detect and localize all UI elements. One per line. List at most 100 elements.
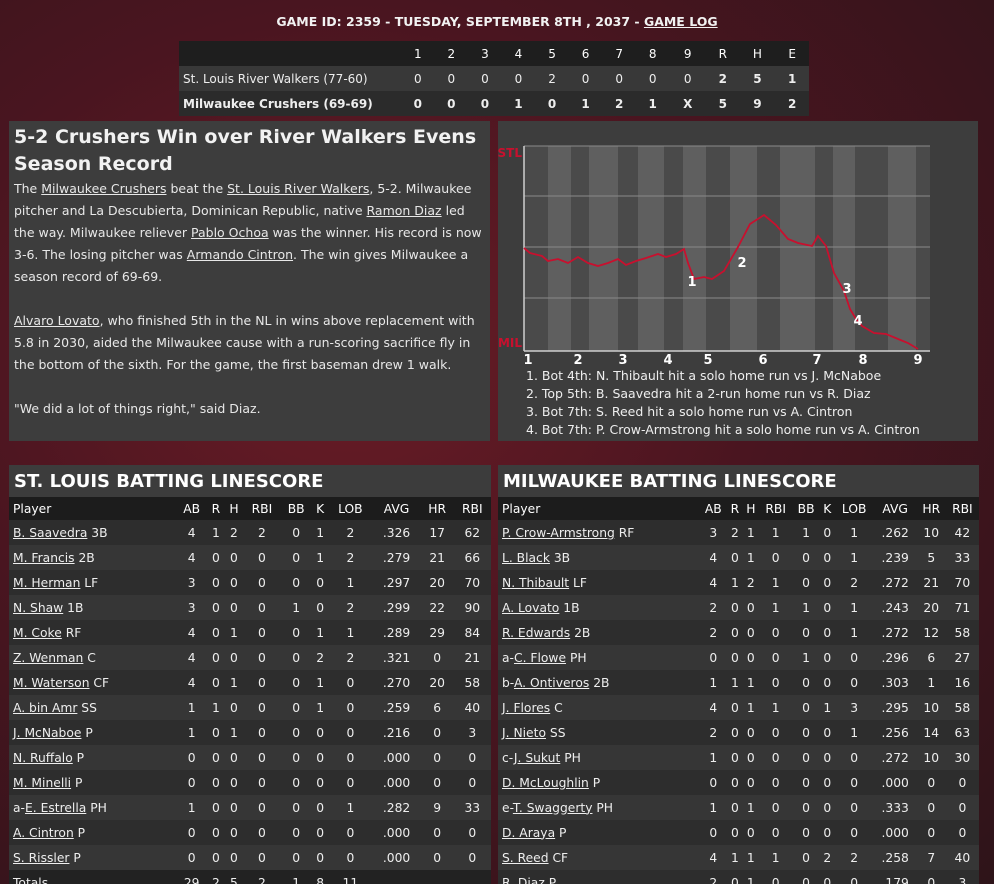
stat-cell: 0	[699, 770, 728, 795]
stat-cell: 2	[328, 520, 373, 545]
story-link[interactable]: Milwaukee Crushers	[41, 181, 167, 196]
player-name-link[interactable]: A. Ontiveros	[513, 675, 590, 690]
stat-cell: 0	[243, 770, 281, 795]
stat-cell: 90	[453, 595, 491, 620]
player-name-link[interactable]: M. Herman	[13, 575, 81, 590]
player-name-link[interactable]: D. McLoughlin	[502, 775, 589, 790]
player-name-link[interactable]: N. Shaw	[13, 600, 64, 615]
story-link[interactable]: Ramon Diaz	[366, 203, 442, 218]
player-name-link[interactable]: M. Francis	[13, 550, 75, 565]
stat-cell: 0	[311, 795, 329, 820]
stat-cell: 0	[819, 820, 835, 845]
player-name-link[interactable]: B. Saavedra	[13, 525, 88, 540]
player-position: 2B	[570, 625, 591, 640]
stat-cell: 0	[759, 820, 793, 845]
stat-cell: .000	[372, 770, 421, 795]
player-name-link[interactable]: D. Araya	[502, 825, 556, 840]
stat-cell: .243	[873, 595, 917, 620]
stat-cell: 0	[819, 645, 835, 670]
stat-cell: 0	[792, 820, 820, 845]
stat-cell: 0	[699, 645, 728, 670]
story-link[interactable]: Armando Cintron	[186, 247, 294, 262]
stat-cell: 1	[699, 795, 728, 820]
player-position: P	[72, 750, 85, 765]
stat-cell: 0	[819, 595, 835, 620]
player-cell: N. Thibault LF	[498, 570, 700, 595]
stat-cell: 0	[207, 720, 225, 745]
player-name-link[interactable]: J. Sukut	[513, 750, 561, 765]
stat-cell: 0	[916, 795, 946, 820]
sub-prefix: a-	[13, 800, 25, 815]
stat-cell: .295	[873, 695, 917, 720]
stat-cell: 0	[945, 770, 979, 795]
stat-cell: 0	[207, 595, 225, 620]
stat-cell: 0	[727, 720, 743, 745]
stat-cell: 0	[420, 845, 454, 870]
stat-cell: 0	[792, 570, 820, 595]
player-name-link[interactable]: L. Black	[502, 550, 550, 565]
story-link[interactable]: Pablo Ochoa	[191, 225, 269, 240]
player-name-link[interactable]: J. Flores	[502, 700, 551, 715]
stat-cell: 0	[280, 645, 312, 670]
player-name-link[interactable]: J. Nieto	[502, 725, 546, 740]
player-position: 2B	[589, 675, 610, 690]
player-name-link[interactable]: J. McNaboe	[13, 725, 82, 740]
player-name-link[interactable]: N. Ruffalo	[13, 750, 73, 765]
player-name-link[interactable]: A. Cintron	[13, 825, 74, 840]
player-name-link[interactable]: C. Flowe	[513, 650, 567, 665]
totals-cell: 2	[207, 870, 225, 884]
inning-score: 2	[535, 66, 569, 91]
stat-cell: 0	[759, 795, 793, 820]
stat-cell: 0	[243, 695, 281, 720]
player-name-link[interactable]: E. Estrella	[24, 800, 87, 815]
batter-row: R. Edwards 2B 2 0 0 0 0 0 1.272 12 58	[498, 620, 979, 645]
player-name-link[interactable]: R. Diaz	[502, 875, 545, 884]
batter-row: P. Crow-Armstrong RF 3 2 1 1 1 0 1.262 10 42	[498, 520, 979, 545]
batting-column-header: AB	[699, 497, 728, 520]
inning-header: 4	[501, 41, 536, 66]
batter-row: N. Ruffalo P 0 0 0 0 0 0 0.000 0 0	[9, 745, 491, 770]
stat-cell: 0	[311, 720, 329, 745]
event-marker: 4	[853, 314, 862, 329]
player-name-link[interactable]: M. Minelli	[13, 775, 72, 790]
stat-cell: 0	[280, 520, 312, 545]
stat-cell: .270	[372, 670, 421, 695]
stat-cell: 2	[699, 720, 728, 745]
stat-cell: 0	[328, 695, 373, 720]
player-name-link[interactable]: T. Swaggerty	[512, 800, 593, 815]
player-name-link[interactable]: M. Waterson	[13, 675, 90, 690]
game-log-link[interactable]: GAME LOG	[643, 14, 718, 29]
stat-cell: 0	[742, 745, 760, 770]
batting-column-header: H	[742, 497, 760, 520]
stat-cell: 0	[834, 745, 874, 770]
stat-cell: 0	[328, 720, 373, 745]
player-name-link[interactable]: S. Rissler	[13, 850, 70, 865]
stat-cell: 20	[916, 595, 946, 620]
stat-cell: 4	[699, 845, 728, 870]
win-probability-graph: STL MIL 1 2 3 4 5 6 7 8 9 1 2 3 4 1. Bot 4th: N. Thiba…	[498, 121, 978, 441]
story-link[interactable]: St. Louis River Walkers	[227, 181, 370, 196]
player-name-link[interactable]: A. Lovato	[502, 600, 560, 615]
player-name-link[interactable]: N. Thibault	[502, 575, 570, 590]
player-name-link[interactable]: R. Edwards	[502, 625, 571, 640]
player-position: CF	[548, 850, 569, 865]
player-name-link[interactable]: M. Coke	[13, 625, 62, 640]
stat-cell: .272	[873, 570, 917, 595]
stat-cell: .279	[372, 545, 421, 570]
inning-header: 2	[434, 41, 469, 66]
batter-row: M. Coke RF 4 0 1 0 0 1 1.289 29 84	[9, 620, 491, 645]
stat-cell: 20	[420, 670, 454, 695]
batter-row: D. Araya P 0 0 0 0 0 0 0.000 0 0	[498, 820, 979, 845]
stat-cell: 0	[280, 795, 312, 820]
stat-cell: 1	[742, 520, 760, 545]
stat-cell: 9	[420, 795, 454, 820]
player-name-link[interactable]: S. Reed	[502, 850, 549, 865]
stat-cell: 0	[834, 820, 874, 845]
player-name-link[interactable]: Z. Wenman	[13, 650, 84, 665]
player-name-link[interactable]: P. Crow-Armstrong	[502, 525, 615, 540]
player-name-link[interactable]: A. bin Amr	[13, 700, 78, 715]
totals-cell: 2	[243, 870, 281, 884]
stat-cell: 14	[916, 720, 946, 745]
stat-cell: 0	[834, 870, 874, 884]
story-link[interactable]: Alvaro Lovato	[14, 313, 100, 328]
